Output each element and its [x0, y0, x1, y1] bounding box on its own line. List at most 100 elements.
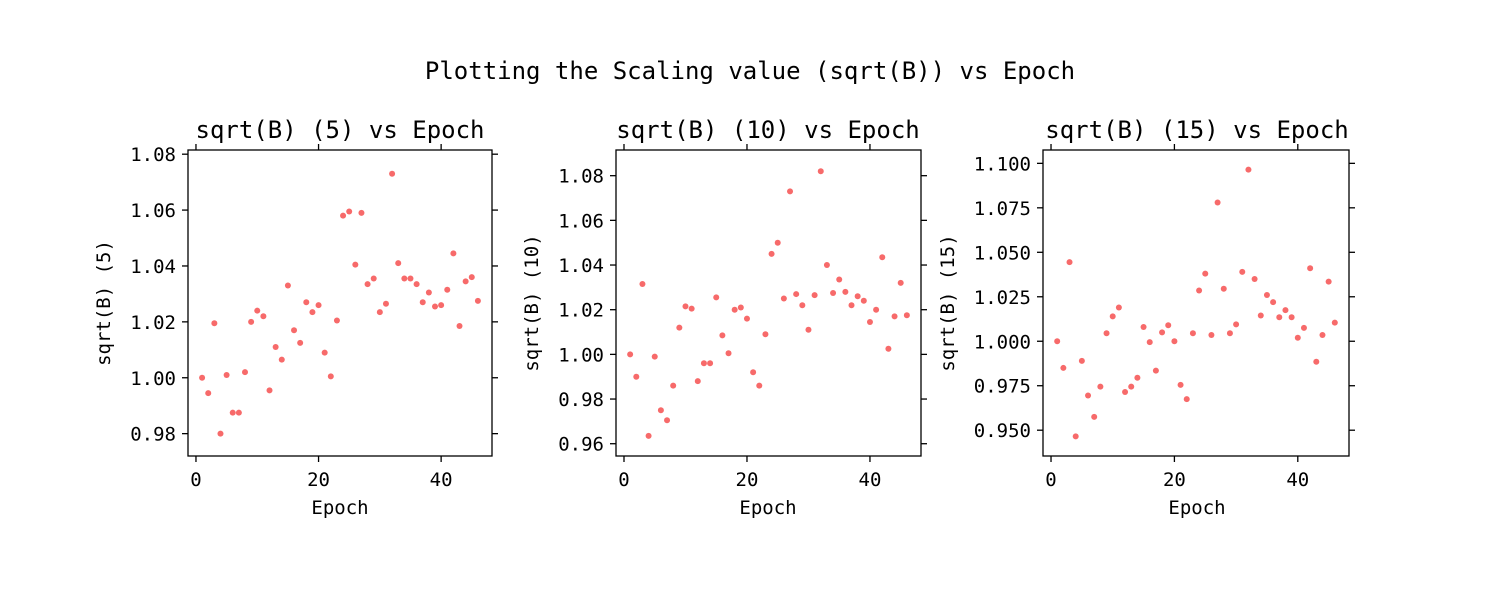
data-point	[456, 323, 463, 330]
data-point	[321, 349, 328, 356]
subplot-2-frame	[615, 149, 922, 457]
data-point	[1294, 334, 1301, 341]
data-point	[468, 274, 475, 281]
y-tick-label: 0.975	[974, 376, 1031, 398]
x-tick-label: 20	[1163, 469, 1186, 491]
subplot-3-xlabel: Epoch	[1168, 497, 1225, 519]
y-tick-label: 0.98	[558, 389, 604, 411]
data-point	[333, 317, 340, 324]
data-point	[1060, 364, 1067, 371]
data-point	[278, 356, 285, 363]
data-point	[793, 291, 800, 298]
data-point	[352, 261, 359, 268]
data-point	[199, 374, 206, 381]
y-tick-label: 1.02	[558, 300, 604, 322]
subplot-3-title: sqrt(B) (15) vs Epoch	[1045, 116, 1348, 144]
x-tick-label: 0	[618, 469, 629, 491]
data-point	[1319, 332, 1326, 339]
data-point	[358, 209, 365, 216]
data-point	[1152, 367, 1159, 374]
subplot-3: sqrt(B) (15) vs Epoch Epoch sqrt(B) (15)…	[937, 116, 1355, 519]
data-point	[413, 281, 420, 288]
y-tick-label: 0.96	[558, 434, 604, 456]
y-tick-label: 1.025	[974, 287, 1031, 309]
data-point	[817, 168, 824, 175]
y-tick-label: 0.950	[974, 420, 1031, 442]
subplot-1-xlabel: Epoch	[311, 497, 368, 519]
data-point	[873, 306, 880, 313]
data-point	[682, 303, 689, 310]
data-point	[407, 275, 414, 282]
subplot-1-frame	[187, 149, 493, 457]
data-point	[376, 309, 383, 316]
data-point	[370, 275, 377, 282]
data-point	[1189, 330, 1196, 337]
data-point	[885, 345, 892, 352]
data-point	[1134, 374, 1141, 381]
data-point	[1091, 413, 1098, 420]
data-point	[235, 409, 242, 416]
data-point	[1115, 304, 1122, 311]
data-point	[879, 254, 886, 261]
data-point	[315, 302, 322, 309]
data-point	[713, 294, 720, 301]
subplot-3-frame	[1042, 149, 1350, 457]
data-point	[364, 281, 371, 288]
data-point	[694, 378, 701, 385]
data-point	[737, 304, 744, 311]
data-point	[639, 281, 646, 288]
data-point	[664, 417, 671, 424]
data-point	[450, 250, 457, 257]
x-tick-label: 40	[1286, 469, 1309, 491]
data-point	[707, 360, 714, 367]
data-point	[205, 390, 212, 397]
data-point	[854, 293, 861, 300]
data-point	[1263, 291, 1270, 298]
y-tick-label: 1.100	[974, 153, 1031, 175]
data-point	[1214, 199, 1221, 206]
data-point	[627, 351, 634, 358]
data-point	[340, 212, 347, 219]
data-point	[1257, 312, 1264, 319]
subplot-2: sqrt(B) (10) vs Epoch Epoch sqrt(B) (10)…	[521, 116, 927, 519]
y-tick-label: 1.04	[558, 255, 604, 277]
figure-suptitle: Plotting the Scaling value (sqrt(B)) vs …	[425, 57, 1075, 85]
data-point	[1159, 329, 1166, 336]
data-point	[1325, 278, 1332, 285]
data-point	[823, 262, 830, 269]
data-point	[1270, 299, 1277, 306]
data-point	[774, 239, 781, 246]
data-point	[633, 373, 640, 380]
data-point	[1072, 433, 1079, 440]
data-point	[1245, 166, 1252, 173]
data-point	[1251, 275, 1258, 282]
data-point	[1313, 358, 1320, 365]
data-point	[1146, 339, 1153, 346]
data-point	[860, 297, 867, 304]
data-point	[645, 432, 652, 439]
y-tick-label: 1.050	[974, 242, 1031, 264]
data-point	[303, 299, 310, 306]
data-point	[211, 320, 218, 327]
x-tick-label: 40	[859, 469, 882, 491]
data-point	[1085, 392, 1092, 399]
data-point	[327, 373, 334, 380]
subplot-1-ylabel: sqrt(B) (5)	[93, 240, 115, 366]
data-point	[750, 369, 757, 376]
data-point	[1196, 287, 1203, 294]
data-point	[1177, 381, 1184, 388]
data-point	[1165, 322, 1172, 329]
data-point	[700, 360, 707, 367]
x-tick-label: 20	[736, 469, 759, 491]
data-point	[1208, 332, 1215, 339]
data-point	[1097, 383, 1104, 390]
data-point	[346, 208, 353, 215]
data-point	[217, 430, 224, 437]
subplot-1: sqrt(B) (5) vs Epoch Epoch sqrt(B) (5) 0…	[93, 116, 498, 519]
data-point	[762, 331, 769, 338]
data-point	[1202, 270, 1209, 277]
data-point	[432, 303, 438, 310]
data-point	[260, 313, 267, 320]
data-point	[1103, 330, 1110, 337]
data-point	[787, 188, 794, 195]
